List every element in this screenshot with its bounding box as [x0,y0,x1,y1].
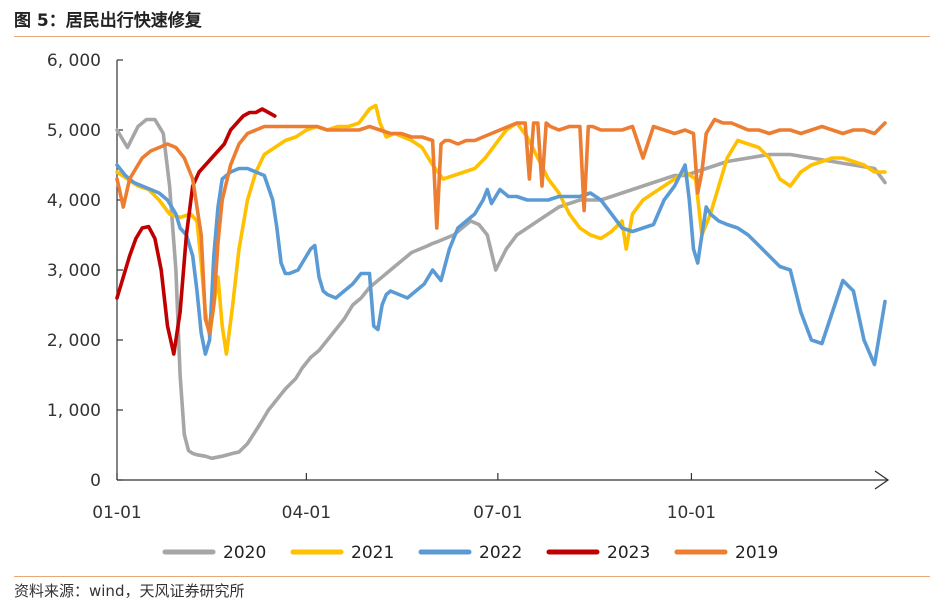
x-tick-label: 01-01 [92,503,141,523]
y-tick-label: 3, 000 [47,261,101,281]
legend-label-2023: 2023 [607,543,650,563]
y-tick-label: 1, 000 [47,401,101,421]
y-axis: 0 1, 000 2, 000 3, 000 4, 000 5, 000 6, 000 [47,51,123,491]
legend-label-2021: 2021 [351,543,394,563]
y-tick-label: 5, 000 [47,121,101,141]
legend: 2020 2021 2022 2023 2019 [162,543,778,563]
line-chart: 0 1, 000 2, 000 3, 000 4, 000 5, 000 6, 000 01… [47,51,890,563]
y-tick-label: 2, 000 [47,331,101,351]
legend-label-2020: 2020 [223,543,266,563]
series-line-2021 [115,103,887,356]
x-tick-label: 04-01 [282,503,331,523]
source-note: 资料来源：wind，天风证券研究所 [14,582,245,600]
y-tick-label: 6, 000 [47,51,101,71]
top-divider [14,36,930,37]
figure-title: 图 5：居民出行快速修复 [14,11,202,31]
legend-label-2022: 2022 [479,543,522,563]
y-tick-label: 0 [90,471,101,491]
series-line-2020 [115,117,887,461]
series-line-2022 [115,163,887,367]
series-line-2023 [115,107,277,356]
y-tick-label: 4, 000 [47,191,101,211]
x-tick-label: 07-01 [473,503,522,523]
series-lines [115,103,887,461]
bottom-divider [14,576,930,577]
legend-label-2019: 2019 [735,543,778,563]
x-axis-arrow [874,470,890,490]
x-axis: 01-01 04-01 07-01 10-01 [92,470,890,523]
x-tick-label: 10-01 [667,503,716,523]
series-line-2019 [115,117,887,335]
